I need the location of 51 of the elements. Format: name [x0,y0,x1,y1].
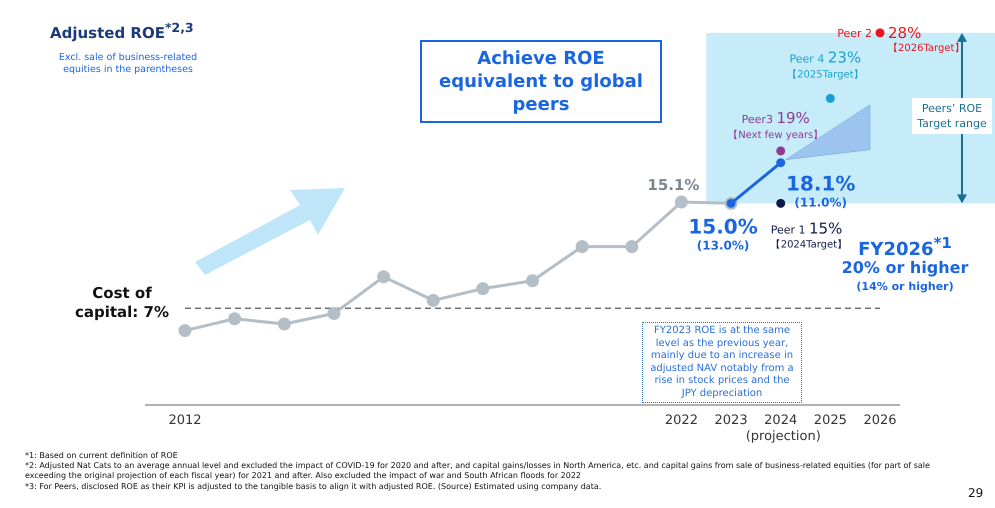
point [776,198,786,208]
data-label: 15.1% [647,176,700,194]
point [228,312,242,326]
series-label: Peer 1 [770,223,810,236]
text: 【2026Target】 [888,42,964,54]
annotation: (11.0%) [794,196,848,210]
x-tick-label: 2023 [714,413,748,428]
ref-line-label: Cost of capital: 7% [72,282,172,324]
point [826,94,835,103]
text: *2: Adjusted Nat Cats to an average annual level and excluded the impact of COVID-19 for 2020 and after, and capital gains/losses in North America, etc. and capital gains from sale of business-related equities (for part of sale exceeding the original projection of each fiscal year) for 2021 and after. Also excluded the impact of war and South African floods for 2022 [25,461,931,481]
text: 29 [968,486,984,500]
text: Excl. sale of business-related equities in the parentheses [58,52,198,76]
data-label: 15% [809,219,842,238]
annotation: Achieve ROE equivalent to global peers [420,40,662,123]
text: *1: Based on current definition of ROE [25,451,179,461]
annotation: 20% or higher [840,258,970,277]
annotation: 【Next few years】 [728,128,824,141]
annotation: FY2023 ROE is at the same level as the previous year, mainly due to an increase in adjusted NAV notably from a rise in stock prices and the JPY depreciation [642,322,802,403]
point [426,294,440,307]
x-tick-label: 2025 [814,413,847,428]
annotation: 【2024Target】 [770,238,848,250]
chart-title: Adjusted ROE$^{*2,3}$ [40,16,204,46]
data-label: 28% [888,24,922,42]
point [674,196,688,209]
point [576,240,589,254]
series-label: Peer 2 [837,26,872,40]
data-label: 18.1% [786,172,856,196]
point [526,274,539,288]
annotation: 【2025Target】 [787,68,864,80]
band-label: Peers’ ROE Target range [912,98,992,134]
point [327,307,340,320]
annotation: (14% or higher) [855,280,955,293]
data-label: 23% [828,48,862,66]
point [776,146,786,156]
x-tick-label: 2022 [664,413,698,428]
text: Peer 4 [790,52,828,66]
point [625,240,638,254]
data-label: 19% [776,108,810,127]
data-label: 15.0% [688,214,758,238]
point [476,282,490,296]
text: *3: For Peers, disclosed ROE as their KPI is adjusted to the tangible basis to align it with adjusted ROE. (Source) Estimated using company data. [25,482,602,492]
annotation: (13.0%) [696,238,750,252]
x-tick-label: 2026 [863,413,897,428]
point [776,158,786,168]
point [178,324,192,338]
point [377,270,390,284]
x-tick-label: 2012 [167,413,203,429]
point [876,28,884,38]
series-label: Peer3 [742,112,776,126]
point [278,318,291,331]
annotation: FY2026$^{*1}$ [858,234,952,260]
